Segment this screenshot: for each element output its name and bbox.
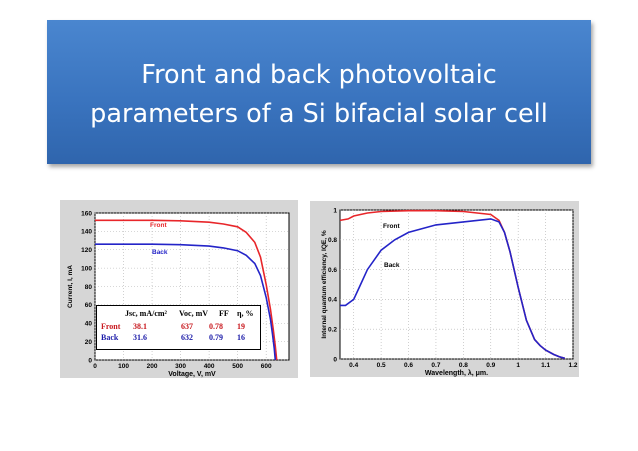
table-header-voc: Voc, mV — [179, 309, 209, 318]
y-tick-label: 0 — [333, 356, 337, 363]
x-tick-label: 1 — [516, 362, 520, 369]
y-tick-label: 160 — [81, 210, 92, 217]
table-header-eta: η, % — [237, 309, 254, 318]
y-tick-label: 0.6 — [328, 267, 337, 274]
series-label-back: Back — [152, 249, 168, 256]
x-tick-label: 100 — [118, 363, 129, 370]
table-cell-eta: 16 — [237, 333, 245, 342]
x-tick-label: 1.2 — [568, 362, 577, 369]
y-tick-label: 60 — [85, 302, 93, 309]
y-tick-label: 120 — [81, 247, 92, 254]
slide-title-line-1: Front and back photovoltaic — [141, 60, 497, 90]
x-tick-label: 0 — [93, 363, 97, 370]
x-tick-label: 1.1 — [541, 362, 550, 369]
y-tick-label: 1 — [333, 207, 337, 214]
table-row-back: Back 31.6 632 0.79 16 — [97, 333, 260, 344]
table-row-label: Back — [101, 333, 119, 342]
x-tick-label: 0.4 — [349, 362, 358, 369]
plot-area — [339, 209, 574, 360]
x-tick-label: 400 — [204, 363, 215, 370]
y-axis-label: Internal quantum efficiency, IQE, % — [321, 230, 328, 338]
table-header-row: Jsc, mA/cm² Voc, mV FF η, % — [97, 309, 260, 320]
y-tick-label: 0.2 — [328, 327, 337, 334]
y-tick-label: 20 — [85, 339, 93, 346]
y-tick-label: 80 — [85, 284, 93, 291]
y-tick-label: 40 — [85, 321, 93, 328]
y-tick-label: 0.4 — [328, 297, 337, 304]
table-cell-ff: 0.79 — [209, 333, 223, 342]
series-label-back: Back — [384, 262, 400, 269]
slide-title-line-2: parameters of a Si bifacial solar cell — [90, 99, 548, 129]
table-cell-jsc: 31.6 — [133, 333, 147, 342]
y-tick-label: 140 — [81, 229, 92, 236]
table-header-ff: FF — [219, 309, 229, 318]
table-row-label: Front — [101, 322, 121, 331]
x-axis-label: Wavelength, λ, μm. — [425, 369, 488, 377]
table-cell-ff: 0.78 — [209, 322, 223, 331]
x-tick-label: 0.8 — [459, 362, 468, 369]
y-tick-label: 0.8 — [328, 237, 337, 244]
table-header-jsc: Jsc, mA/cm² — [125, 309, 167, 318]
x-axis-label: Voltage, V, mV — [168, 371, 216, 378]
x-tick-label: 0.6 — [404, 362, 413, 369]
series-line-front — [95, 219, 278, 361]
series-line-back — [340, 218, 566, 360]
table-cell-voc: 632 — [181, 333, 193, 342]
x-tick-label: 600 — [261, 363, 272, 370]
table-cell-eta: 19 — [237, 322, 245, 331]
y-axis-label: Current, I, mA — [67, 265, 74, 308]
x-tick-label: 500 — [232, 363, 243, 370]
x-tick-label: 0.7 — [431, 362, 440, 369]
x-tick-label: 300 — [175, 363, 186, 370]
table-row-front: Front 38.1 637 0.78 19 — [97, 322, 260, 333]
x-tick-label: 0.5 — [377, 362, 386, 369]
y-tick-label: 100 — [81, 265, 92, 272]
parameters-table: Jsc, mA/cm² Voc, mV FF η, % Front 38.1 6… — [96, 305, 261, 350]
table-cell-voc: 637 — [181, 322, 193, 331]
x-tick-label: 0.9 — [486, 362, 495, 369]
y-tick-label: 0 — [88, 357, 92, 364]
title-banner: Front and back photovoltaic parameters o… — [47, 20, 591, 164]
table-cell-jsc: 38.1 — [133, 322, 147, 331]
slide-title: Front and back photovoltaic parameters o… — [47, 56, 591, 134]
series-line-back — [95, 243, 277, 361]
x-tick-label: 200 — [147, 363, 158, 370]
series-label-front: Front — [150, 222, 167, 229]
series-label-front: Front — [383, 223, 400, 230]
